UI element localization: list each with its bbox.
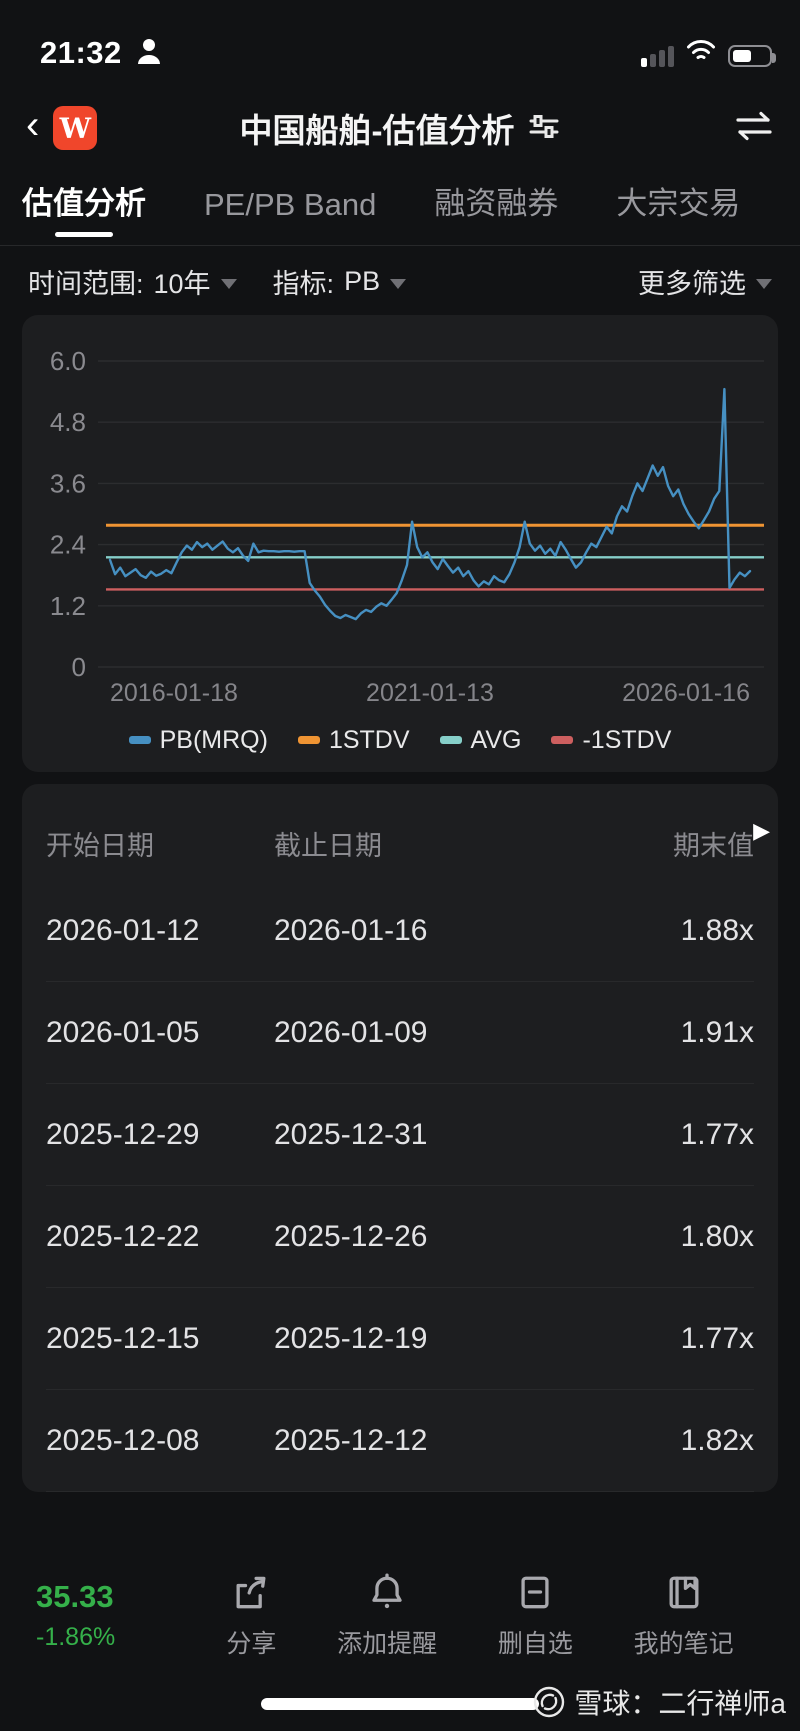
cell-end-date: 2026-01-16 — [274, 913, 428, 947]
active-tab-indicator — [55, 232, 113, 237]
legend-item-neg-1stdv: -1STDV — [551, 726, 671, 755]
filter-bar: 时间范围: 10年 指标: PB 更多筛选 — [0, 246, 800, 315]
svg-text:2026-01-16: 2026-01-16 — [622, 679, 750, 707]
cell-end-date: 2025-12-31 — [274, 1117, 428, 1151]
share-icon — [236, 1576, 266, 1609]
share-button[interactable]: 分享 — [226, 1570, 276, 1660]
xueqiu-watermark: 雪球：二行禅师a — [532, 1682, 786, 1722]
page-title: 中国船舶-估值分析 — [239, 112, 515, 149]
cell-period-value: 1.77x — [680, 1321, 754, 1355]
chevron-down-icon — [756, 278, 772, 289]
legend-item-avg: AVG — [439, 726, 521, 755]
wifi-icon — [686, 39, 716, 67]
svg-text:3.6: 3.6 — [50, 468, 86, 498]
watermark-text: 雪球：二行禅师a — [574, 1688, 786, 1719]
svg-text:6.0: 6.0 — [50, 346, 86, 376]
cell-period-value: 1.82x — [680, 1423, 754, 1457]
legend-swatch — [551, 736, 574, 744]
cell-period-value: 1.88x — [680, 913, 754, 947]
more-filters-dropdown[interactable]: 更多筛选 — [638, 262, 772, 301]
header: ‹ W 中国船舶-估值分析 — [0, 88, 800, 168]
table-body: 2026-01-12 2026-01-16 1.88x 2026-01-05 2… — [46, 880, 754, 1492]
minus-square-icon — [521, 1576, 549, 1609]
xueqiu-logo-icon — [534, 1686, 565, 1718]
clock: 21:32 — [40, 35, 122, 70]
svg-text:4.8: 4.8 — [50, 407, 86, 437]
tab-margin-trading[interactable]: 融资融券 — [434, 186, 559, 221]
table-row[interactable]: 2025-12-29 2025-12-31 1.77x — [46, 1084, 754, 1186]
switch-compare-icon[interactable] — [734, 110, 774, 147]
tab-pe-pb-band[interactable]: PE/PB Band — [204, 187, 377, 222]
cell-start-date: 2026-01-05 — [46, 1015, 200, 1049]
cell-end-date: 2025-12-19 — [274, 1321, 428, 1355]
table-row[interactable]: 2025-12-15 2025-12-19 1.77x — [46, 1288, 754, 1390]
price-change-percent: -1.86% — [36, 1622, 116, 1651]
indicator-dropdown[interactable]: 指标: PB — [273, 262, 407, 301]
cell-period-value: 1.77x — [680, 1117, 754, 1151]
svg-text:2.4: 2.4 — [50, 530, 86, 560]
cell-start-date: 2025-12-29 — [46, 1117, 200, 1151]
person-icon — [136, 37, 162, 70]
tab-bar: 估值分析 PE/PB Band 融资融券 大宗交易 — [0, 168, 800, 246]
svg-text:1.2: 1.2 — [50, 591, 86, 621]
cell-period-value: 1.80x — [680, 1219, 754, 1253]
bottom-toolbar: 35.33 -1.86% 分享 添加提醒 删自选 — [0, 1560, 800, 1670]
bell-icon — [372, 1573, 402, 1609]
cell-end-date: 2025-12-12 — [274, 1423, 428, 1457]
cell-end-date: 2025-12-26 — [274, 1219, 428, 1253]
back-button[interactable]: ‹ — [26, 103, 40, 147]
svg-text:2021-01-13: 2021-01-13 — [366, 679, 494, 707]
time-range-dropdown[interactable]: 时间范围: 10年 — [28, 262, 237, 301]
period-values-table: 开始日期 截止日期 期末值 ▶ 2026-01-12 2026-01-16 1.… — [22, 784, 778, 1492]
cell-start-date: 2025-12-08 — [46, 1423, 200, 1457]
table-row[interactable]: 2026-01-05 2026-01-09 1.91x — [46, 982, 754, 1084]
col-header-start-date: 开始日期 — [46, 830, 154, 861]
cell-start-date: 2026-01-12 — [46, 913, 200, 947]
home-indicator[interactable] — [261, 1698, 539, 1710]
valuation-chart-card: 0 1.2 2.4 3.6 4.8 6.0 2016-01-18 2021-01-13 2026… — [22, 315, 778, 772]
battery-icon — [728, 44, 776, 67]
notebook-icon — [669, 1576, 699, 1609]
cell-start-date: 2025-12-22 — [46, 1219, 200, 1253]
legend-item-1stdv: 1STDV — [297, 726, 410, 755]
cell-end-date: 2026-01-09 — [274, 1015, 428, 1049]
legend-item-pb: PB(MRQ) — [128, 726, 268, 755]
legend-swatch — [297, 736, 320, 744]
last-price: 35.33 — [36, 1578, 114, 1614]
legend-swatch — [128, 736, 151, 744]
status-bar: 21:32 — [0, 0, 800, 88]
pb-line-chart[interactable]: 0 1.2 2.4 3.6 4.8 6.0 2016-01-18 2021-01-13 2026… — [22, 319, 778, 709]
wind-app-logo[interactable]: W — [53, 106, 98, 150]
svg-text:0: 0 — [72, 652, 86, 682]
signal-icon — [641, 45, 674, 67]
remove-watchlist-button[interactable]: 删自选 — [498, 1570, 573, 1660]
cell-start-date: 2025-12-15 — [46, 1321, 200, 1355]
tab-block-trades[interactable]: 大宗交易 — [616, 186, 741, 221]
cell-period-value: 1.91x — [680, 1015, 754, 1049]
chevron-down-icon — [220, 278, 237, 289]
tab-valuation-analysis[interactable]: 估值分析 — [22, 178, 146, 245]
table-header-row: 开始日期 截止日期 期末值 ▶ — [46, 784, 770, 880]
col-header-period-value: 期末值 — [673, 830, 754, 861]
legend-swatch — [439, 736, 462, 744]
indicator-value: PB — [344, 266, 381, 296]
time-range-value: 10年 — [153, 269, 211, 299]
svg-text:2016-01-18: 2016-01-18 — [110, 679, 238, 707]
table-row[interactable]: 2025-12-08 2025-12-12 1.82x — [46, 1390, 754, 1492]
col-header-end-date: 截止日期 — [274, 830, 382, 861]
quote-block[interactable]: 35.33 -1.86% — [36, 1579, 196, 1652]
scroll-right-arrow-icon[interactable]: ▶ — [753, 817, 770, 843]
chevron-down-icon — [390, 278, 407, 289]
tune-filters-icon[interactable] — [527, 109, 561, 148]
my-notes-button[interactable]: 我的笔记 — [634, 1570, 734, 1660]
table-row[interactable]: 2026-01-12 2026-01-16 1.88x — [46, 880, 754, 982]
chart-legend: PB(MRQ) 1STDV AVG -1STDV — [22, 718, 778, 762]
table-row[interactable]: 2025-12-22 2025-12-26 1.80x — [46, 1186, 754, 1288]
add-alert-button[interactable]: 添加提醒 — [337, 1570, 437, 1660]
